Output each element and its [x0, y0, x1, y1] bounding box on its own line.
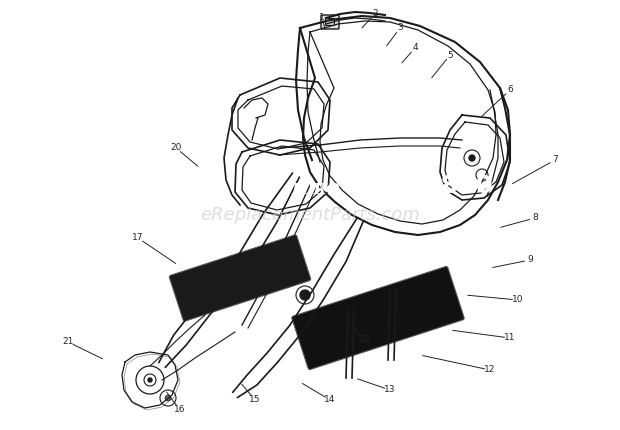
Text: 7: 7 [552, 156, 558, 165]
Text: 9: 9 [527, 255, 533, 264]
Text: eReplacementParts.com: eReplacementParts.com [200, 206, 420, 224]
FancyBboxPatch shape [169, 235, 311, 321]
Circle shape [469, 155, 475, 161]
Text: 8: 8 [532, 214, 538, 222]
Text: 20: 20 [170, 144, 182, 153]
Text: TORO: TORO [289, 183, 339, 197]
Text: 13: 13 [384, 386, 396, 394]
Text: 1: 1 [319, 13, 325, 22]
Circle shape [165, 395, 171, 401]
Text: 15: 15 [249, 396, 261, 405]
Text: 19: 19 [359, 335, 371, 344]
Text: 2: 2 [372, 9, 378, 18]
Text: 21: 21 [63, 338, 74, 347]
Circle shape [148, 378, 152, 382]
Text: 18: 18 [272, 243, 284, 252]
Text: 4: 4 [412, 43, 418, 52]
Text: 11: 11 [504, 334, 516, 343]
Text: 14: 14 [324, 396, 335, 405]
Text: 1800: 1800 [423, 174, 493, 198]
Text: 16: 16 [174, 405, 186, 415]
Circle shape [300, 290, 310, 300]
Text: 17: 17 [132, 233, 144, 243]
Text: 10: 10 [512, 295, 524, 304]
Text: 3: 3 [397, 24, 403, 33]
Text: 12: 12 [484, 366, 495, 375]
FancyBboxPatch shape [292, 267, 464, 369]
FancyBboxPatch shape [326, 18, 335, 25]
Text: 6: 6 [507, 86, 513, 95]
FancyBboxPatch shape [321, 15, 339, 29]
Text: 5: 5 [447, 50, 453, 59]
